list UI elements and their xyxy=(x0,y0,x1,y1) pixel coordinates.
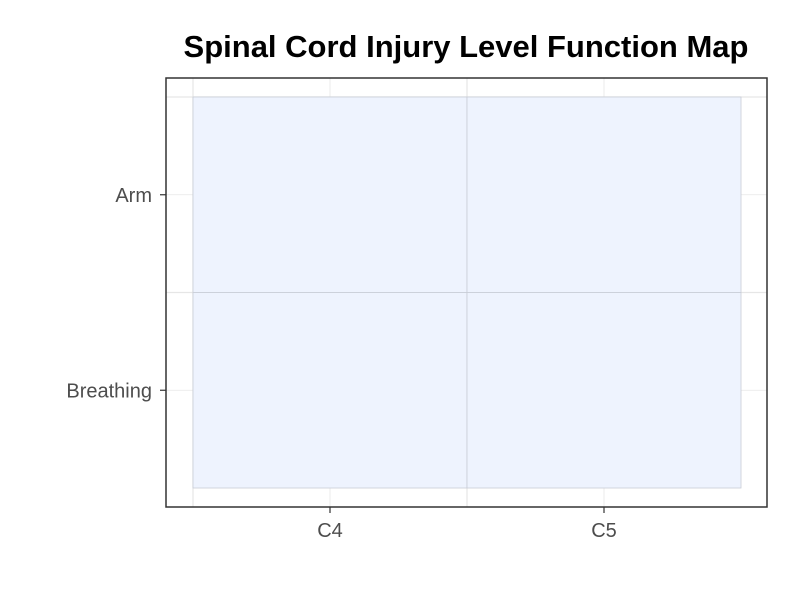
heatmap-tile xyxy=(192,96,468,293)
axes: C4 C5 Arm Breathing xyxy=(66,185,616,542)
panel-border xyxy=(165,77,768,508)
chart-title: Spinal Cord Injury Level Function Map xyxy=(184,29,749,64)
y-tick-label: Breathing xyxy=(66,380,152,402)
heatmap-tiles xyxy=(192,96,742,489)
x-tick-label: C4 xyxy=(317,520,343,542)
x-tick-label: C5 xyxy=(591,520,617,542)
heatmap-tile xyxy=(466,96,742,293)
heatmap-tile xyxy=(466,292,742,489)
y-tick-label: Arm xyxy=(115,185,152,207)
heatmap-tile xyxy=(192,292,468,489)
